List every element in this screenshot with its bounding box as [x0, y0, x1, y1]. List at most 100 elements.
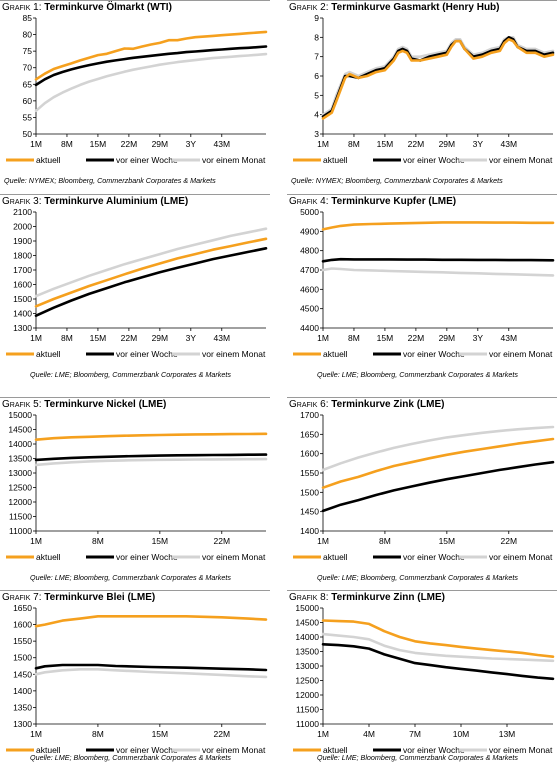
chart-panel-g6: Grafik 6: Terminkurve Zink (LME) 1400 145…	[287, 397, 557, 587]
legend-label: vor einem Monat	[489, 155, 553, 165]
x-tick-label: 1M	[30, 139, 42, 149]
y-tick-label: 70	[23, 63, 33, 73]
y-tick-label: 15000	[295, 603, 319, 613]
series-line-aktuell	[34, 30, 268, 81]
chart-title: Grafik 4: Terminkurve Kupfer (LME)	[289, 196, 456, 207]
series-line-vor-einer-woche	[34, 45, 268, 87]
y-tick-label: 11500	[296, 705, 319, 715]
x-tick-label: 15M	[377, 333, 394, 343]
panel-top-rule	[0, 397, 270, 398]
chart-source: Quelle: NYMEX; Bloomberg, Commerzbank Co…	[4, 176, 216, 185]
y-tick-label: 1550	[13, 636, 32, 646]
y-tick-label: 4900	[300, 226, 319, 236]
x-tick-label: 3Y	[473, 139, 484, 149]
chart-title: Grafik 6: Terminkurve Zink (LME)	[289, 399, 444, 410]
chart-panel-g3: Grafik 3: Terminkurve Aluminium (LME) 13…	[0, 194, 270, 384]
legend-label: vor einer Woche	[116, 552, 178, 562]
panel-top-rule	[0, 0, 270, 1]
x-tick-label: 4M	[363, 729, 375, 739]
x-tick-label: 1M	[30, 536, 42, 546]
chart-g2: 3 4 5 6 7 8 9 1M 8M 15M 22M 29M 3Y 43M aktuell vor eine…	[293, 13, 555, 165]
y-tick-label: 1650	[300, 429, 319, 439]
legend-label: vor einem Monat	[489, 552, 553, 562]
chart-panel-g4: Grafik 4: Terminkurve Kupfer (LME) 4400 4…	[287, 194, 557, 384]
chart-source: Quelle: LME; Bloomberg, Commerzbank Corp…	[317, 753, 518, 762]
y-tick-label: 4500	[300, 304, 319, 314]
legend-label: vor einer Woche	[403, 745, 465, 755]
y-tick-label: 7	[314, 52, 319, 62]
legend-label: vor einer Woche	[116, 745, 178, 755]
series-line-vor-einem-monat	[34, 52, 268, 113]
panel-top-rule	[287, 194, 557, 195]
chart-panel-g1: Grafik 1: Terminkurve Ölmarkt (WTI) 50 55…	[0, 0, 270, 190]
chart-title: Grafik 5: Terminkurve Nickel (LME)	[2, 399, 166, 410]
y-tick-label: 13000	[8, 468, 32, 478]
y-tick-label: 1400	[13, 309, 32, 319]
chart-g6: 1400 1450 1500 1550 1600 1650 1700 1M 8M 15M 22M ak…	[293, 410, 555, 562]
x-tick-label: 3Y	[186, 333, 197, 343]
x-tick-label: 22M	[121, 139, 138, 149]
x-tick-label: 3Y	[473, 333, 484, 343]
chart-title-prefix: Grafik 4:	[289, 196, 329, 207]
x-tick-label: 8M	[379, 536, 391, 546]
legend-label: aktuell	[36, 155, 61, 165]
legend-label: vor einem Monat	[202, 745, 266, 755]
x-tick-label: 7M	[409, 729, 421, 739]
x-tick-label: 1M	[317, 536, 329, 546]
x-tick-label: 15M	[90, 139, 107, 149]
chart-title-prefix: Grafik 7:	[2, 592, 42, 603]
chart-title-text: Terminkurve Kupfer (LME)	[331, 196, 457, 207]
x-tick-label: 43M	[500, 333, 517, 343]
x-tick-label: 1M	[317, 139, 329, 149]
legend-label: aktuell	[323, 745, 348, 755]
x-tick-label: 29M	[439, 139, 456, 149]
panel-top-rule	[0, 194, 270, 195]
chart-title: Grafik 7: Terminkurve Blei (LME)	[2, 592, 155, 603]
chart-g4: 4400 4500 4600 4700 4800 4900 5000 1M 8M 15M 22M 29…	[293, 207, 555, 359]
x-tick-label: 1M	[30, 729, 42, 739]
y-tick-label: 1300	[13, 323, 32, 333]
chart-title-prefix: Grafik 5:	[2, 399, 42, 410]
panel-top-rule	[287, 397, 557, 398]
legend-label: aktuell	[323, 552, 348, 562]
series-line-aktuell	[321, 619, 555, 659]
legend-label: vor einem Monat	[489, 349, 553, 359]
y-tick-label: 4700	[300, 265, 319, 275]
x-tick-label: 3Y	[186, 139, 197, 149]
y-tick-label: 12500	[295, 676, 319, 686]
series-line-vor-einem-monat	[34, 227, 268, 298]
chart-g7: 1300 1350 1400 1450 1500 1550 1600 1650 1M 8M 15M 2…	[6, 603, 268, 755]
y-tick-label: 8	[314, 32, 319, 42]
y-tick-label: 85	[23, 13, 33, 23]
series-line-vor-einem-monat	[321, 425, 555, 472]
y-tick-label: 4800	[300, 246, 319, 256]
series-line-vor-einer-woche	[34, 663, 268, 672]
y-tick-label: 80	[23, 30, 33, 40]
legend-label: vor einer Woche	[116, 349, 178, 359]
y-tick-label: 1400	[13, 686, 32, 696]
y-tick-label: 11000	[9, 526, 32, 536]
y-tick-label: 60	[23, 96, 33, 106]
chart-title: Grafik 1: Terminkurve Ölmarkt (WTI)	[2, 2, 172, 13]
chart-source: Quelle: LME; Bloomberg, Commerzbank Corp…	[30, 370, 231, 379]
y-tick-label: 14000	[8, 439, 32, 449]
panel-top-rule	[287, 590, 557, 591]
x-tick-label: 29M	[152, 139, 169, 149]
y-tick-label: 13000	[295, 661, 319, 671]
x-tick-label: 22M	[213, 536, 230, 546]
y-tick-label: 1300	[13, 719, 32, 729]
legend-label: vor einem Monat	[202, 349, 266, 359]
chart-source: Quelle: LME; Bloomberg, Commerzbank Corp…	[317, 370, 518, 379]
legend-label: vor einer Woche	[403, 552, 465, 562]
y-tick-label: 1650	[13, 603, 32, 613]
chart-title-text: Terminkurve Aluminium (LME)	[44, 196, 189, 207]
x-tick-label: 22M	[121, 333, 138, 343]
y-tick-label: 5000	[300, 207, 319, 217]
series-line-aktuell	[34, 432, 268, 442]
series-line-aktuell	[321, 37, 555, 120]
x-tick-label: 8M	[61, 333, 73, 343]
y-tick-label: 14500	[8, 425, 32, 435]
chart-panel-g7: Grafik 7: Terminkurve Blei (LME) 1300 135…	[0, 590, 270, 780]
y-tick-label: 2100	[13, 207, 32, 217]
x-tick-label: 15M	[90, 333, 107, 343]
